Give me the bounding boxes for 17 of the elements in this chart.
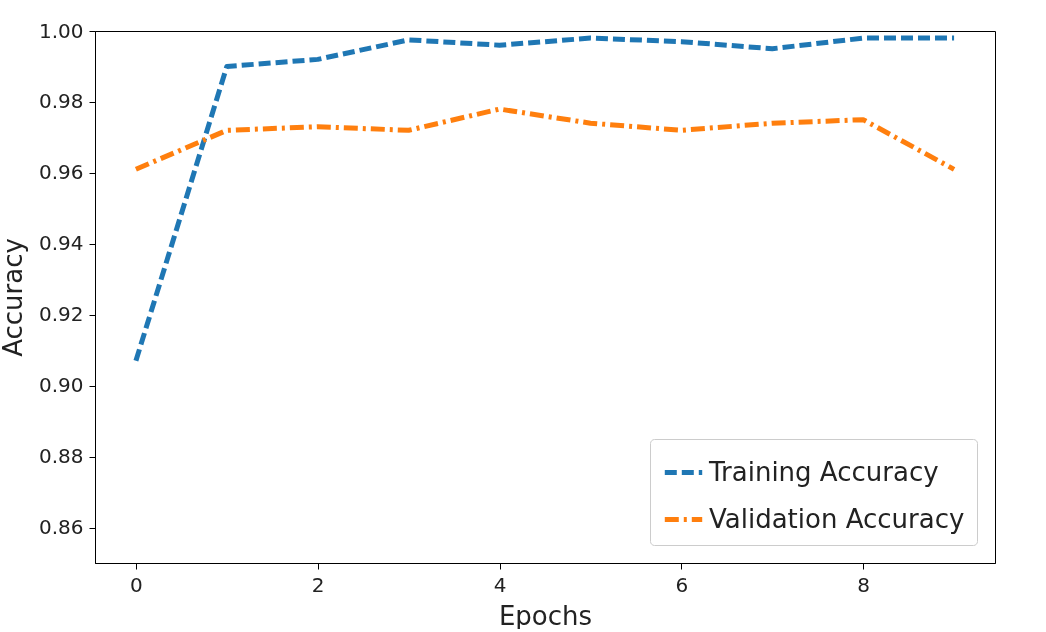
y-tick-label: 0.90: [38, 373, 84, 398]
y-tick-label: 0.86: [38, 515, 84, 540]
x-tick-label: 4: [493, 572, 507, 597]
y-tick-label: 0.94: [38, 231, 84, 256]
legend-label: Validation Accuracy: [709, 503, 965, 534]
legend-label: Training Accuracy: [708, 456, 939, 487]
y-axis-title: Accuracy: [0, 238, 28, 357]
y-tick-label: 0.96: [38, 160, 84, 185]
x-tick-label: 6: [675, 572, 689, 597]
x-tick-label: 2: [311, 572, 325, 597]
x-tick-label: 8: [857, 572, 871, 597]
y-tick-label: 0.98: [38, 89, 84, 114]
x-tick-label: 0: [130, 572, 143, 597]
y-tick-label: 0.88: [38, 444, 84, 469]
y-tick-label: 0.92: [38, 302, 84, 327]
y-tick-label: 1.00: [38, 18, 84, 43]
x-axis-title: Epochs: [498, 600, 593, 631]
